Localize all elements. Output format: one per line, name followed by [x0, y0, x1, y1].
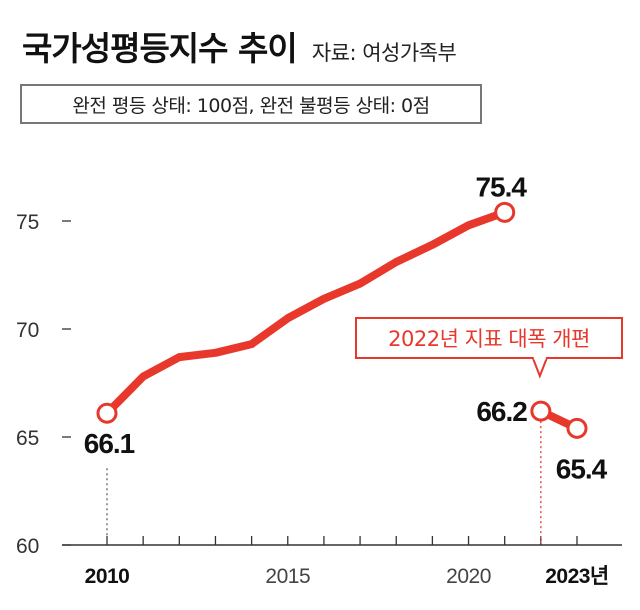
x-tick-label: 2015 — [265, 565, 310, 588]
data-point-marker — [566, 417, 588, 439]
x-tick-label: 2023년 — [545, 565, 609, 588]
y-tick-label: 65 — [16, 427, 39, 450]
y-tick-label: 75 — [16, 211, 39, 234]
data-label: 75.4 — [475, 171, 527, 202]
chart-title: 국가성평등지수 추이 — [22, 29, 298, 68]
data-label: 65.4 — [556, 453, 608, 484]
series-line-1 — [103, 208, 509, 418]
source-label: 자료: 여성가족부 — [311, 41, 457, 65]
data-point-marker — [530, 400, 552, 422]
annotation-pointer — [531, 357, 548, 379]
x-tick-label: 2020 — [446, 565, 491, 588]
x-tick-label: 2010 — [85, 565, 130, 588]
annotation-box — [355, 317, 623, 359]
y-tick-label: 60 — [16, 535, 39, 558]
data-label: 66.2 — [476, 396, 527, 427]
scale-note: 완전 평등 상태: 100점, 완전 불평등 상태: 0점 — [72, 94, 430, 117]
annotation-label: 2022년 지표 대폭 개편 — [388, 327, 590, 351]
y-tick-label: 70 — [16, 319, 39, 342]
scale-note-box: 완전 평등 상태: 100점, 완전 불평등 상태: 0점 — [20, 84, 482, 124]
data-point-marker — [96, 402, 118, 424]
data-point-marker — [494, 201, 516, 223]
data-label: 66.1 — [84, 428, 135, 459]
title-row: 국가성평등지수 추이 자료: 여성가족부 — [22, 22, 457, 70]
